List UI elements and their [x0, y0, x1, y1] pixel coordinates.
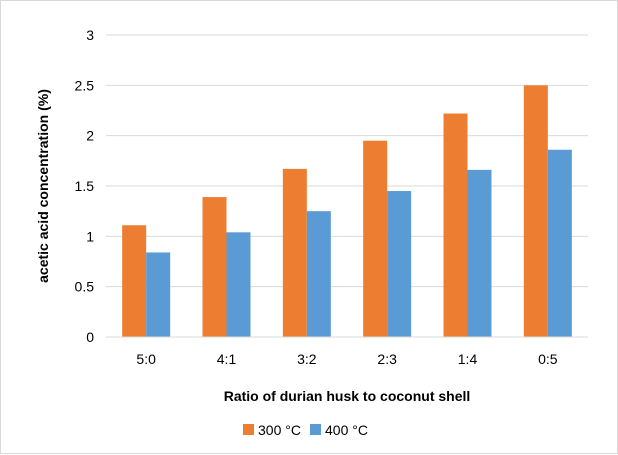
legend-swatch	[243, 424, 254, 435]
x-axis-title: Ratio of durian husk to coconut shell	[224, 388, 471, 404]
bar-series2	[306, 211, 331, 337]
x-tick-label: 3:2	[297, 351, 317, 367]
bar-series2	[467, 169, 492, 337]
y-tick-label: 1	[86, 228, 94, 244]
x-tick-label: 0:5	[538, 351, 558, 367]
bar-series1	[202, 197, 227, 337]
bar-series1	[363, 140, 388, 337]
y-tick-label: 2.5	[75, 77, 95, 93]
legend: 300 °C 400 °C	[243, 422, 368, 438]
gridlines	[106, 34, 588, 288]
y-tick-label: 0.5	[75, 279, 95, 295]
bar-series1	[122, 225, 147, 337]
bar-series1	[443, 113, 468, 338]
legend-swatch	[310, 424, 321, 435]
y-tick-label: 1.5	[75, 178, 95, 194]
bar-series1	[282, 168, 307, 337]
y-axis-ticks: 0 0.5 1 1.5 2 2.5 3	[75, 27, 95, 345]
y-tick-label: 3	[86, 27, 94, 43]
bars	[122, 85, 572, 338]
bar-series2	[387, 191, 412, 337]
x-tick-label: 1:4	[458, 351, 478, 367]
y-tick-label: 0	[86, 329, 94, 345]
x-tick-label: 4:1	[217, 351, 237, 367]
bar-series1	[523, 85, 548, 337]
legend-label: 400 °C	[325, 422, 368, 438]
x-axis-ticks: 5:0 4:1 3:2 2:3 1:4 0:5	[136, 351, 557, 367]
legend-label: 300 °C	[258, 422, 301, 438]
x-tick-label: 2:3	[377, 351, 397, 367]
bar-series2	[146, 252, 171, 337]
bar-series2	[226, 232, 251, 337]
bar-series2	[547, 149, 572, 337]
y-tick-label: 2	[86, 128, 94, 144]
y-axis-title: acetic acid concentration (%)	[35, 89, 51, 283]
x-tick-label: 5:0	[136, 351, 156, 367]
